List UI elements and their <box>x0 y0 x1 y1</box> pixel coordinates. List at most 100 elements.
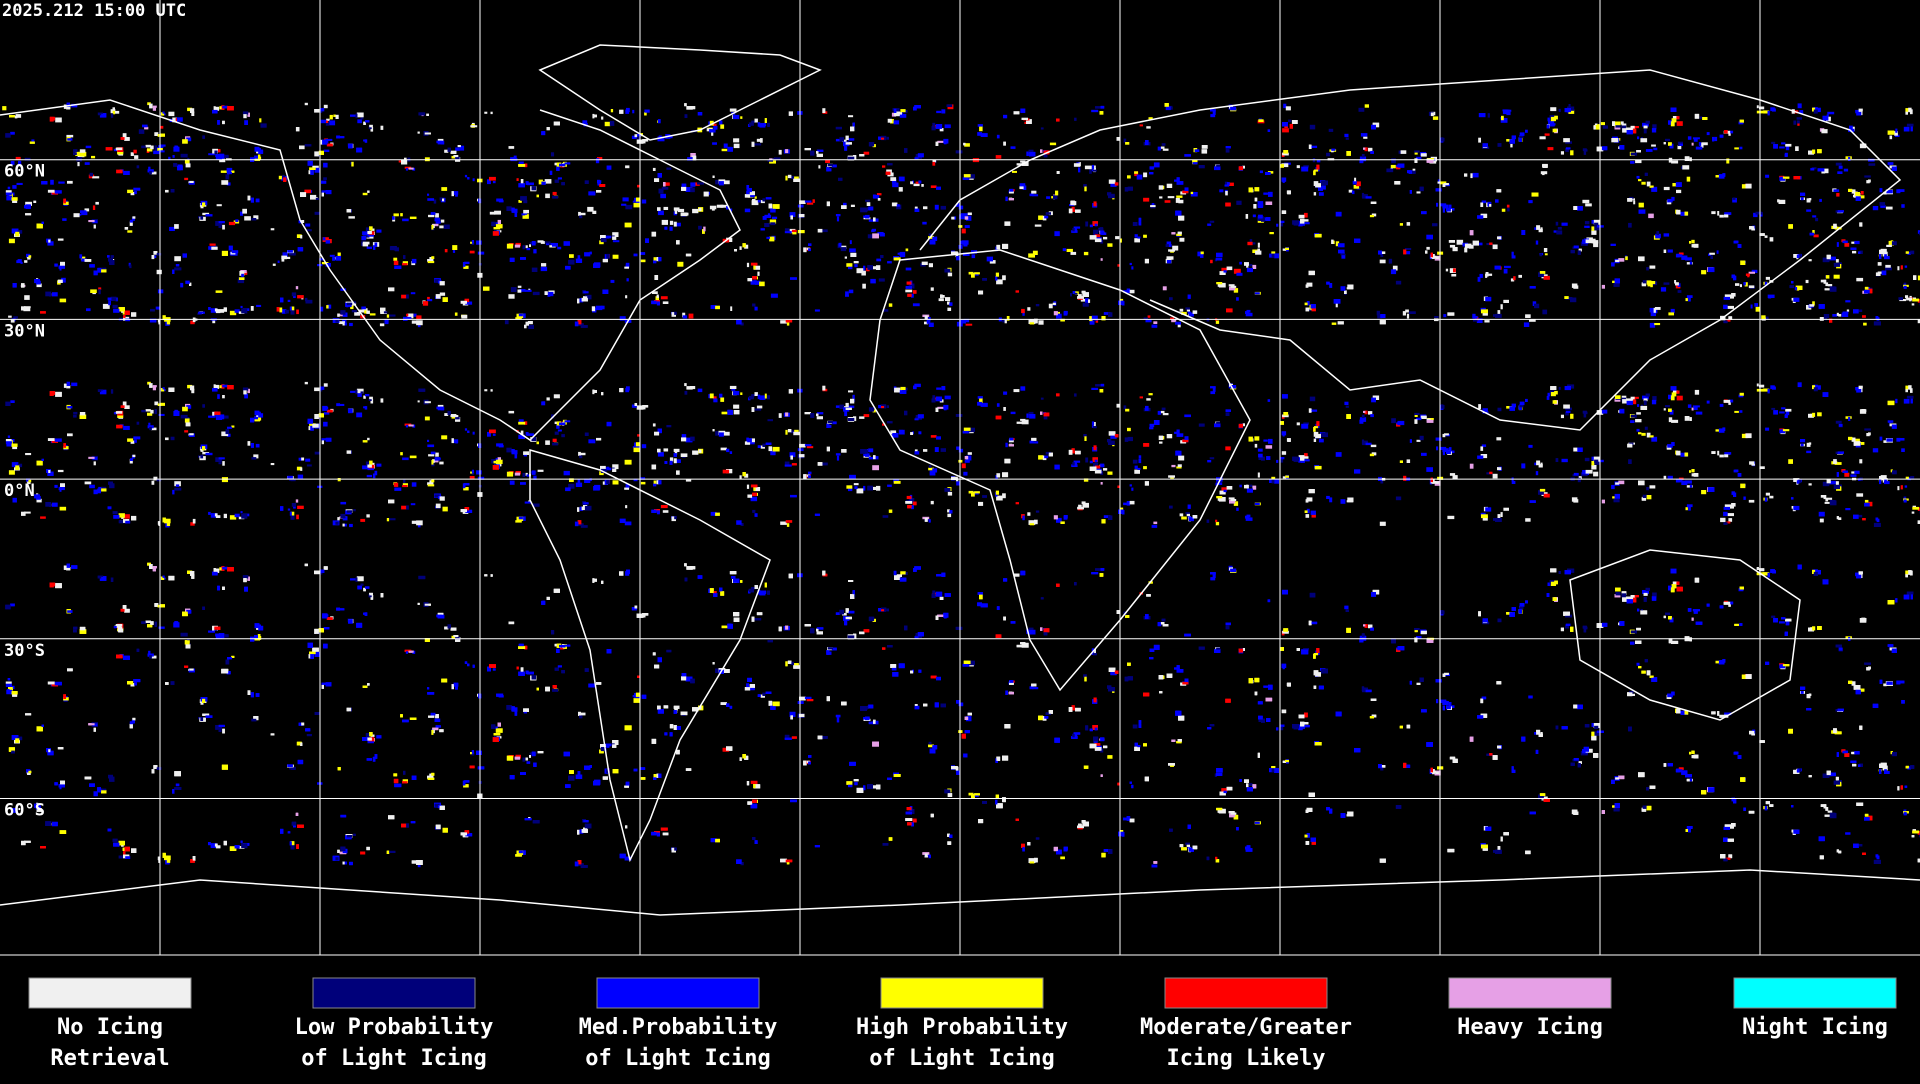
icing-pixel <box>681 437 686 441</box>
icing-pixel <box>1830 286 1836 288</box>
icing-pixel <box>132 216 135 218</box>
icing-pixel <box>878 198 881 201</box>
icing-pixel <box>752 304 755 307</box>
icing-pixel <box>1426 235 1433 240</box>
icing-pixel <box>1837 171 1842 174</box>
icing-pixel <box>1845 300 1850 302</box>
icing-pixel <box>1254 436 1259 440</box>
icing-pixel <box>652 465 657 470</box>
icing-pixel <box>1577 448 1583 453</box>
icing-pixel <box>846 136 849 140</box>
icing-pixel <box>1060 521 1064 524</box>
icing-pixel <box>527 248 531 250</box>
icing-pixel <box>1757 384 1759 387</box>
icing-pixel <box>1145 259 1149 264</box>
icing-pixel <box>906 286 912 289</box>
icing-pixel <box>212 388 218 392</box>
icing-pixel <box>1003 115 1007 118</box>
icing-pixel <box>730 451 732 454</box>
icing-pixel <box>1321 432 1328 437</box>
icing-pixel <box>1427 420 1434 423</box>
icing-pixel <box>67 138 72 141</box>
icing-pixel <box>755 513 758 517</box>
icing-pixel <box>1720 135 1724 138</box>
icing-pixel <box>837 217 839 222</box>
icing-pixel <box>1639 203 1644 208</box>
icing-pixel <box>1544 276 1550 280</box>
icing-pixel <box>1046 196 1050 199</box>
icing-pixel <box>1321 181 1328 186</box>
icing-pixel <box>361 391 364 393</box>
icing-pixel <box>13 316 18 318</box>
icing-pixel <box>857 268 864 273</box>
icing-pixel <box>1269 232 1274 234</box>
icing-pixel <box>1651 437 1657 442</box>
icing-pixel <box>1030 523 1035 525</box>
icing-pixel <box>1806 280 1809 283</box>
icing-pixel <box>642 405 648 408</box>
icing-pixel <box>1210 114 1215 117</box>
icing-pixel <box>1159 436 1164 440</box>
icing-pixel <box>1306 514 1310 518</box>
icing-pixel <box>690 188 695 193</box>
icing-pixel <box>1311 304 1316 308</box>
icing-pixel <box>40 311 46 313</box>
icing-pixel <box>548 292 553 296</box>
icing-pixel <box>1285 248 1289 250</box>
icing-pixel <box>153 385 157 387</box>
icing-pixel <box>150 410 153 414</box>
icing-pixel <box>1009 444 1014 446</box>
icing-pixel <box>715 306 720 309</box>
icing-pixel <box>9 470 15 475</box>
icing-pixel <box>882 165 885 167</box>
icing-pixel <box>565 487 571 491</box>
icing-pixel <box>1691 469 1694 472</box>
icing-pixel <box>1519 405 1523 408</box>
icing-pixel <box>537 195 540 198</box>
icing-pixel <box>527 433 534 436</box>
icing-pixel <box>767 395 770 399</box>
icing-pixel <box>1481 514 1488 518</box>
icing-pixel <box>250 418 254 423</box>
icing-pixel <box>1362 415 1365 418</box>
icing-pixel <box>713 126 717 130</box>
icing-pixel <box>625 295 627 298</box>
icing-pixel <box>94 490 98 495</box>
icing-pixel <box>1031 191 1036 194</box>
icing-pixel <box>356 114 358 119</box>
icing-pixel <box>1346 138 1349 140</box>
icing-pixel <box>1556 222 1559 226</box>
icing-pixel <box>86 146 92 148</box>
icing-pixel <box>1525 518 1530 522</box>
icing-pixel <box>1591 465 1596 470</box>
icing-pixel <box>168 112 174 116</box>
icing-pixel <box>1661 287 1666 291</box>
icing-pixel <box>1912 507 1919 510</box>
icing-pixel <box>1239 485 1242 488</box>
icing-pixel <box>1484 320 1489 322</box>
icing-pixel <box>1071 252 1077 255</box>
icing-pixel <box>1309 489 1315 493</box>
icing-pixel <box>1091 388 1098 390</box>
icing-pixel <box>1163 286 1167 290</box>
icing-pixel <box>1255 292 1260 294</box>
icing-pixel <box>1793 176 1800 179</box>
icing-pixel <box>224 514 227 518</box>
icing-pixel <box>1647 280 1652 284</box>
icing-pixel <box>935 447 939 452</box>
icing-pixel <box>1366 196 1372 198</box>
icing-pixel <box>52 503 58 507</box>
icing-pixel <box>436 221 441 223</box>
icing-pixel <box>790 277 797 280</box>
icing-pixel <box>996 155 1002 159</box>
icing-pixel <box>455 313 458 316</box>
icing-pixel <box>1553 400 1557 404</box>
icing-pixel <box>1464 248 1467 253</box>
icing-pixel <box>176 484 179 487</box>
icing-pixel <box>1153 522 1157 525</box>
icing-pixel <box>206 214 213 216</box>
icing-pixel <box>1770 107 1775 111</box>
icing-pixel <box>1521 230 1525 235</box>
icing-pixel <box>1785 409 1791 412</box>
icing-pixel <box>1611 244 1616 246</box>
